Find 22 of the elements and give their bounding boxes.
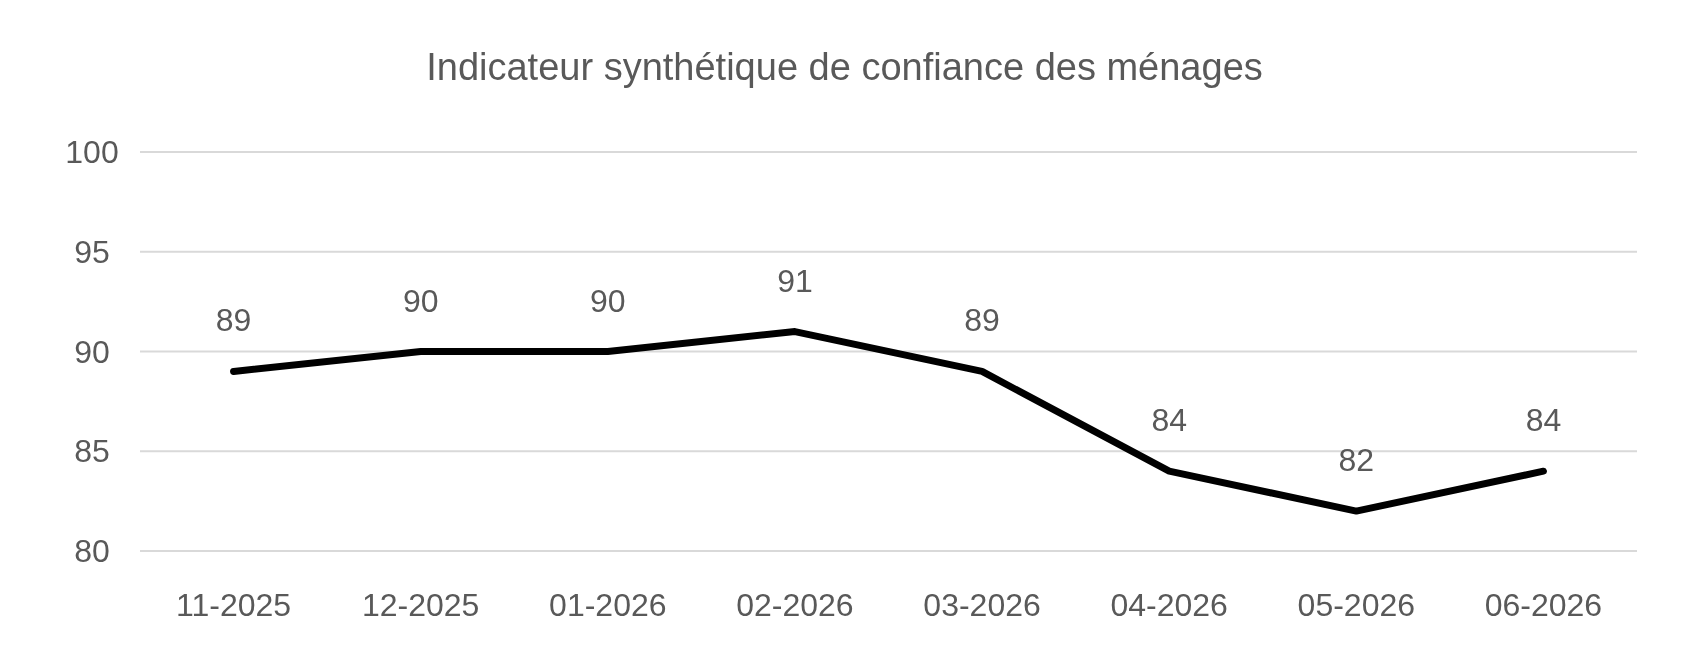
y-tick-label: 80	[74, 533, 110, 570]
x-tick-label: 06-2026	[1484, 587, 1603, 624]
x-tick-label: 02-2026	[736, 587, 854, 624]
x-tick-label: 12-2025	[361, 587, 480, 624]
x-tick-label: 01-2026	[549, 587, 667, 624]
y-tick-label: 95	[74, 233, 110, 270]
y-tick-label: 85	[74, 433, 110, 470]
data-label: 84	[1151, 402, 1187, 439]
data-label: 82	[1338, 442, 1375, 479]
data-label: 89	[964, 302, 1000, 339]
y-tick-label: 90	[74, 333, 110, 370]
y-tick-label: 100	[65, 134, 119, 171]
data-label: 84	[1525, 402, 1562, 439]
data-label: 90	[402, 282, 439, 319]
data-label: 91	[777, 262, 813, 299]
chart-title: Indicateur synthétique de confiance des ménages	[426, 46, 1263, 88]
x-tick-label: 05-2026	[1297, 587, 1416, 624]
data-label: 90	[590, 282, 626, 319]
x-tick-label: 03-2026	[923, 587, 1041, 624]
x-tick-label: 11-2025	[176, 587, 292, 624]
data-label: 89	[215, 302, 252, 339]
x-tick-label: 04-2026	[1110, 587, 1228, 624]
